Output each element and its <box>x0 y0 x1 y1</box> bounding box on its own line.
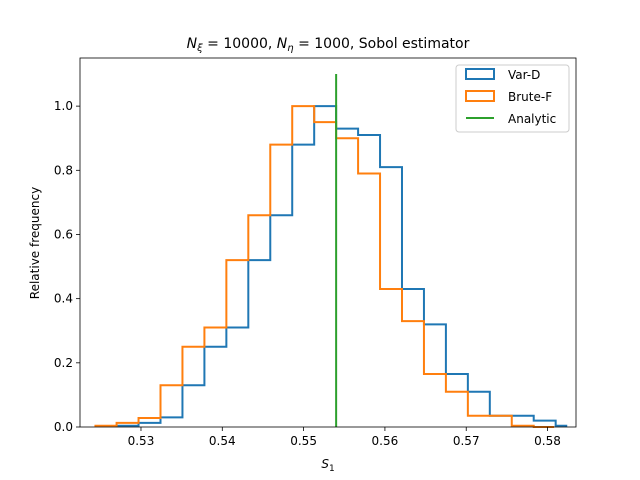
x-axis-label-subscript: 1 <box>329 464 335 474</box>
legend-swatch-var-d <box>465 68 495 80</box>
bin-brute-f-8 <box>270 145 292 427</box>
bin-var-d-15 <box>446 374 468 427</box>
x-axis-label: S1 <box>321 457 334 474</box>
bin-brute-f-10 <box>314 122 336 427</box>
chart-title: Nξ = 10000, Nη = 1000, Sobol estimator <box>187 36 470 54</box>
bin-var-d-17 <box>490 416 512 427</box>
bin-brute-f-12 <box>358 174 380 427</box>
histogram-outline-var-d <box>115 105 568 427</box>
legend-swatch-brute-f <box>465 90 495 102</box>
y-tick-label-3: 0.6 <box>54 227 73 241</box>
bin-brute-f-17 <box>468 416 490 427</box>
y-tick-label-2: 0.4 <box>54 292 73 306</box>
legend-label-var-d: Var-D <box>508 68 540 82</box>
series-var-d <box>115 105 568 427</box>
title-n-xi: N <box>187 36 198 52</box>
bin-brute-f-15 <box>424 374 446 427</box>
title-n-eta-value: = 1000, Sobol estimator <box>294 36 470 52</box>
bin-brute-f-3 <box>160 385 182 427</box>
bin-brute-f-4 <box>182 347 204 427</box>
bin-brute-f-9 <box>292 106 314 427</box>
bin-var-d-4 <box>204 347 226 427</box>
bin-var-d-3 <box>182 385 204 427</box>
legend-label-analytic: Analytic <box>508 112 556 126</box>
bin-var-d-2 <box>160 417 182 427</box>
plot-layer <box>94 74 568 428</box>
legend-label-brute-f: Brute-F <box>508 90 552 104</box>
bin-var-d-14 <box>424 324 446 427</box>
title-n-eta-sub: η <box>287 43 293 54</box>
title-n-eta: N <box>277 36 288 52</box>
y-tick-label-4: 0.8 <box>54 163 73 177</box>
y-tick-label-1: 0.2 <box>54 356 73 370</box>
y-tick-label-0: 0.0 <box>54 420 73 434</box>
bin-brute-f-13 <box>380 289 402 427</box>
bin-var-d-16 <box>468 392 490 427</box>
y-tick-label-5: 1.0 <box>54 99 73 113</box>
histogram-outline-brute-f <box>94 105 555 428</box>
bin-var-d-8 <box>292 145 314 427</box>
bin-brute-f-11 <box>336 138 358 427</box>
x-tick-label-2: 0.55 <box>290 434 317 448</box>
bin-brute-f-14 <box>402 321 424 427</box>
series-brute-f <box>94 105 555 428</box>
title-n-xi-value: = 10000, <box>203 36 277 52</box>
bin-var-d-5 <box>226 328 248 427</box>
bin-var-d-10 <box>336 129 358 427</box>
x-tick-label-5: 0.58 <box>534 434 561 448</box>
x-tick-label-0: 0.53 <box>128 434 155 448</box>
bin-var-d-12 <box>380 167 402 427</box>
legend: Var-D Brute-F Analytic <box>455 64 570 133</box>
bin-var-d-9 <box>314 106 336 427</box>
x-tick-label-3: 0.56 <box>372 434 399 448</box>
bin-brute-f-5 <box>204 328 226 427</box>
bin-var-d-7 <box>270 215 292 427</box>
bin-var-d-11 <box>358 135 380 427</box>
bin-brute-f-16 <box>446 392 468 427</box>
legend-frame <box>455 64 570 133</box>
plot-frame <box>79 57 577 428</box>
title-n-xi-sub: ξ <box>196 43 203 54</box>
x-axis-label-symbol: S <box>321 457 329 471</box>
bin-var-d-6 <box>248 260 270 427</box>
x-tick-label-4: 0.57 <box>453 434 480 448</box>
x-tick-label-1: 0.54 <box>209 434 236 448</box>
y-axis-label: Relative frequency <box>28 187 42 299</box>
axis-layer: 0.53 0.54 0.55 0.56 0.57 0.58 0.0 0.2 0.4 0.6 0.8 1… <box>54 99 561 448</box>
bin-var-d-13 <box>402 289 424 427</box>
bin-brute-f-6 <box>226 260 248 427</box>
bin-brute-f-7 <box>248 215 270 427</box>
bin-brute-f-18 <box>490 416 512 427</box>
